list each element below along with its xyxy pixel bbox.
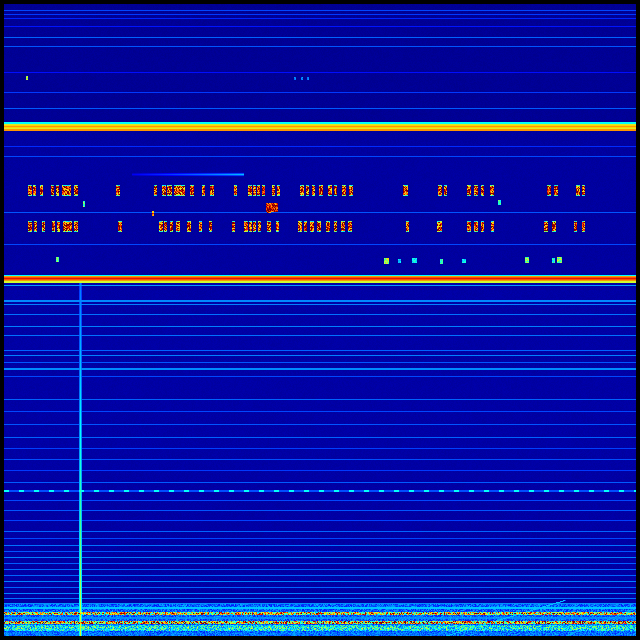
spectrogram-plot-area[interactable] [4,4,636,636]
waterfall-canvas[interactable] [4,4,636,636]
